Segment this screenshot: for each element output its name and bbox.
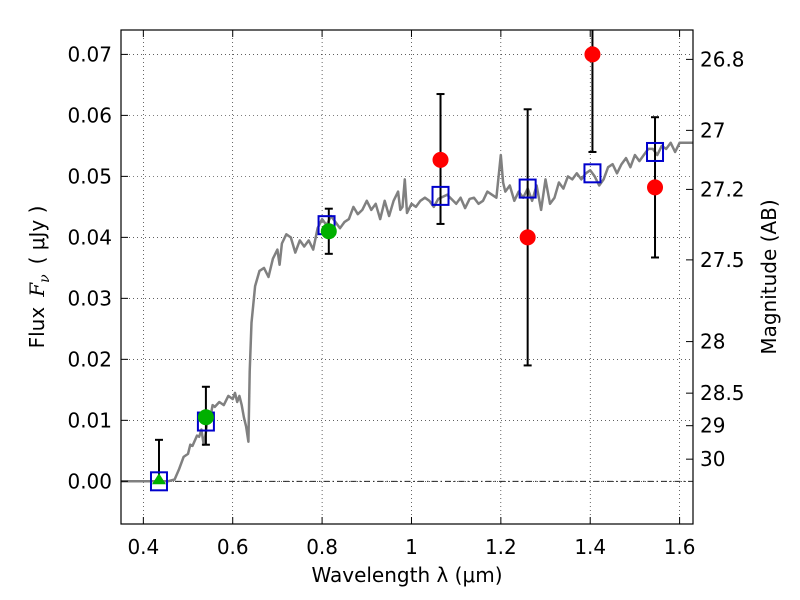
red-data-point: [432, 151, 449, 168]
x-tick-label: 1: [405, 535, 418, 559]
right-axis-title: Magnitude (AB): [757, 199, 781, 354]
x-axis-title: Wavelength λ (μm): [311, 563, 502, 587]
right-tick-label: 28.5: [700, 381, 745, 405]
model-photometry-square: [646, 141, 665, 162]
y-tick-label: 0.05: [67, 164, 112, 188]
model-photometry-square: [149, 471, 168, 492]
y-tick-label: 0.04: [67, 225, 112, 249]
red-data-point: [584, 46, 601, 63]
green-upper-limit-triangle: [151, 473, 166, 485]
y-tick-label: 0.03: [67, 286, 112, 310]
y-axis-title-subscript: ν: [37, 274, 53, 283]
y-axis-title-unit: ( μJy ): [25, 206, 49, 265]
right-tick-label: 27: [700, 118, 725, 142]
x-tick-label: 1.6: [664, 535, 696, 559]
red-data-point: [647, 179, 664, 196]
y-axis-title: Flux Fν ( μJy ): [25, 206, 53, 349]
axis-ticks: 0.4 0.6 0.8 1 1.2 1.4 1.6 0.00 0.01 0.02 0.03 0.04 0…: [67, 30, 745, 559]
x-tick-label: 1.4: [574, 535, 606, 559]
plot-area: [121, 30, 693, 492]
right-tick-label: 26.8: [700, 47, 745, 71]
green-data-point: [320, 223, 337, 240]
right-tick-label: 30: [700, 447, 725, 471]
x-tick-label: 0.8: [306, 535, 338, 559]
right-tick-label: 27.2: [700, 177, 745, 201]
y-axis-title-flux: Flux: [25, 307, 49, 349]
green-data-point: [197, 409, 214, 426]
model-spectrum-line: [121, 141, 693, 483]
right-tick-label: 28: [700, 330, 725, 354]
error-bars: [154, 30, 660, 483]
model-photometry-square: [431, 185, 450, 206]
red-data-point: [519, 229, 536, 246]
model-photometry-square: [518, 178, 537, 199]
x-tick-label: 0.4: [127, 535, 159, 559]
y-tick-label: 0.06: [67, 103, 112, 127]
y-axis-title-symbol: F: [25, 282, 49, 298]
plot-frame: [120, 29, 694, 525]
y-tick-label: 0.07: [67, 42, 112, 66]
right-tick-label: 27.5: [700, 248, 745, 272]
grid-lines: [121, 30, 693, 524]
y-tick-label: 0.00: [67, 469, 112, 493]
y-tick-label: 0.01: [67, 408, 112, 432]
x-tick-label: 0.6: [217, 535, 249, 559]
model-photometry-square: [583, 163, 602, 184]
y-tick-label: 0.02: [67, 347, 112, 371]
right-tick-label: 29: [700, 414, 725, 438]
data-markers: [149, 46, 665, 492]
x-tick-label: 1.2: [485, 535, 517, 559]
